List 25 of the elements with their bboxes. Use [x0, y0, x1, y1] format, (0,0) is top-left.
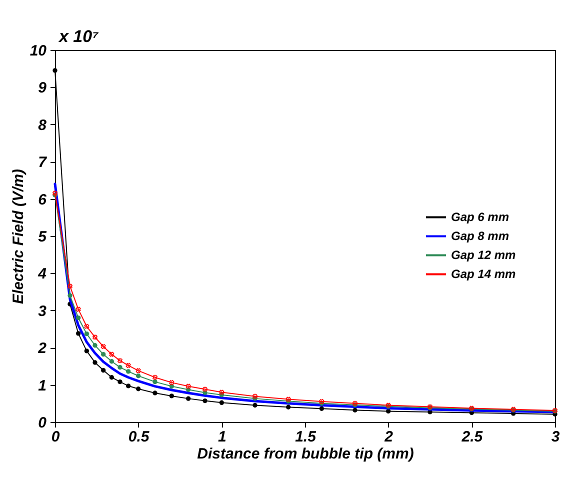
y-tick-label: 1	[38, 377, 46, 394]
y-tick-label: 9	[38, 80, 48, 97]
x-tick-label: 2	[384, 428, 394, 446]
legend-label: Gap 6 mm	[451, 210, 510, 224]
x-tick-label: 1	[218, 428, 226, 446]
y-tick-label: 7	[38, 154, 48, 172]
legend-label: Gap 8 mm	[451, 229, 510, 244]
y-tick-label: 10	[30, 42, 48, 60]
y-tick-label: 4	[37, 266, 48, 283]
x-tick-label: 0.5	[128, 428, 150, 446]
y-tick-label: 2	[37, 340, 48, 358]
y-tick-label: 8	[38, 116, 48, 134]
legend-label: Gap 12 mm	[451, 248, 516, 262]
x-axis-title: Distance from bubble tip (mm)	[197, 446, 414, 462]
x-tick-label: 0	[51, 428, 60, 446]
y-axis-title: Electric Field (V/m)	[10, 168, 27, 304]
x-tick-label: 2.5	[460, 428, 484, 446]
x-tick-label: 3	[551, 428, 560, 446]
text: x 10⁷	[58, 27, 100, 46]
y-tick-label: 6	[38, 191, 48, 208]
y-tick-label: 5	[38, 228, 48, 246]
y-tick-label: 0	[38, 414, 48, 432]
legend-label: Gap 14 mm	[451, 267, 516, 282]
x-tick-label: 1.5	[295, 428, 317, 446]
y-tick-label: 3	[38, 302, 48, 320]
